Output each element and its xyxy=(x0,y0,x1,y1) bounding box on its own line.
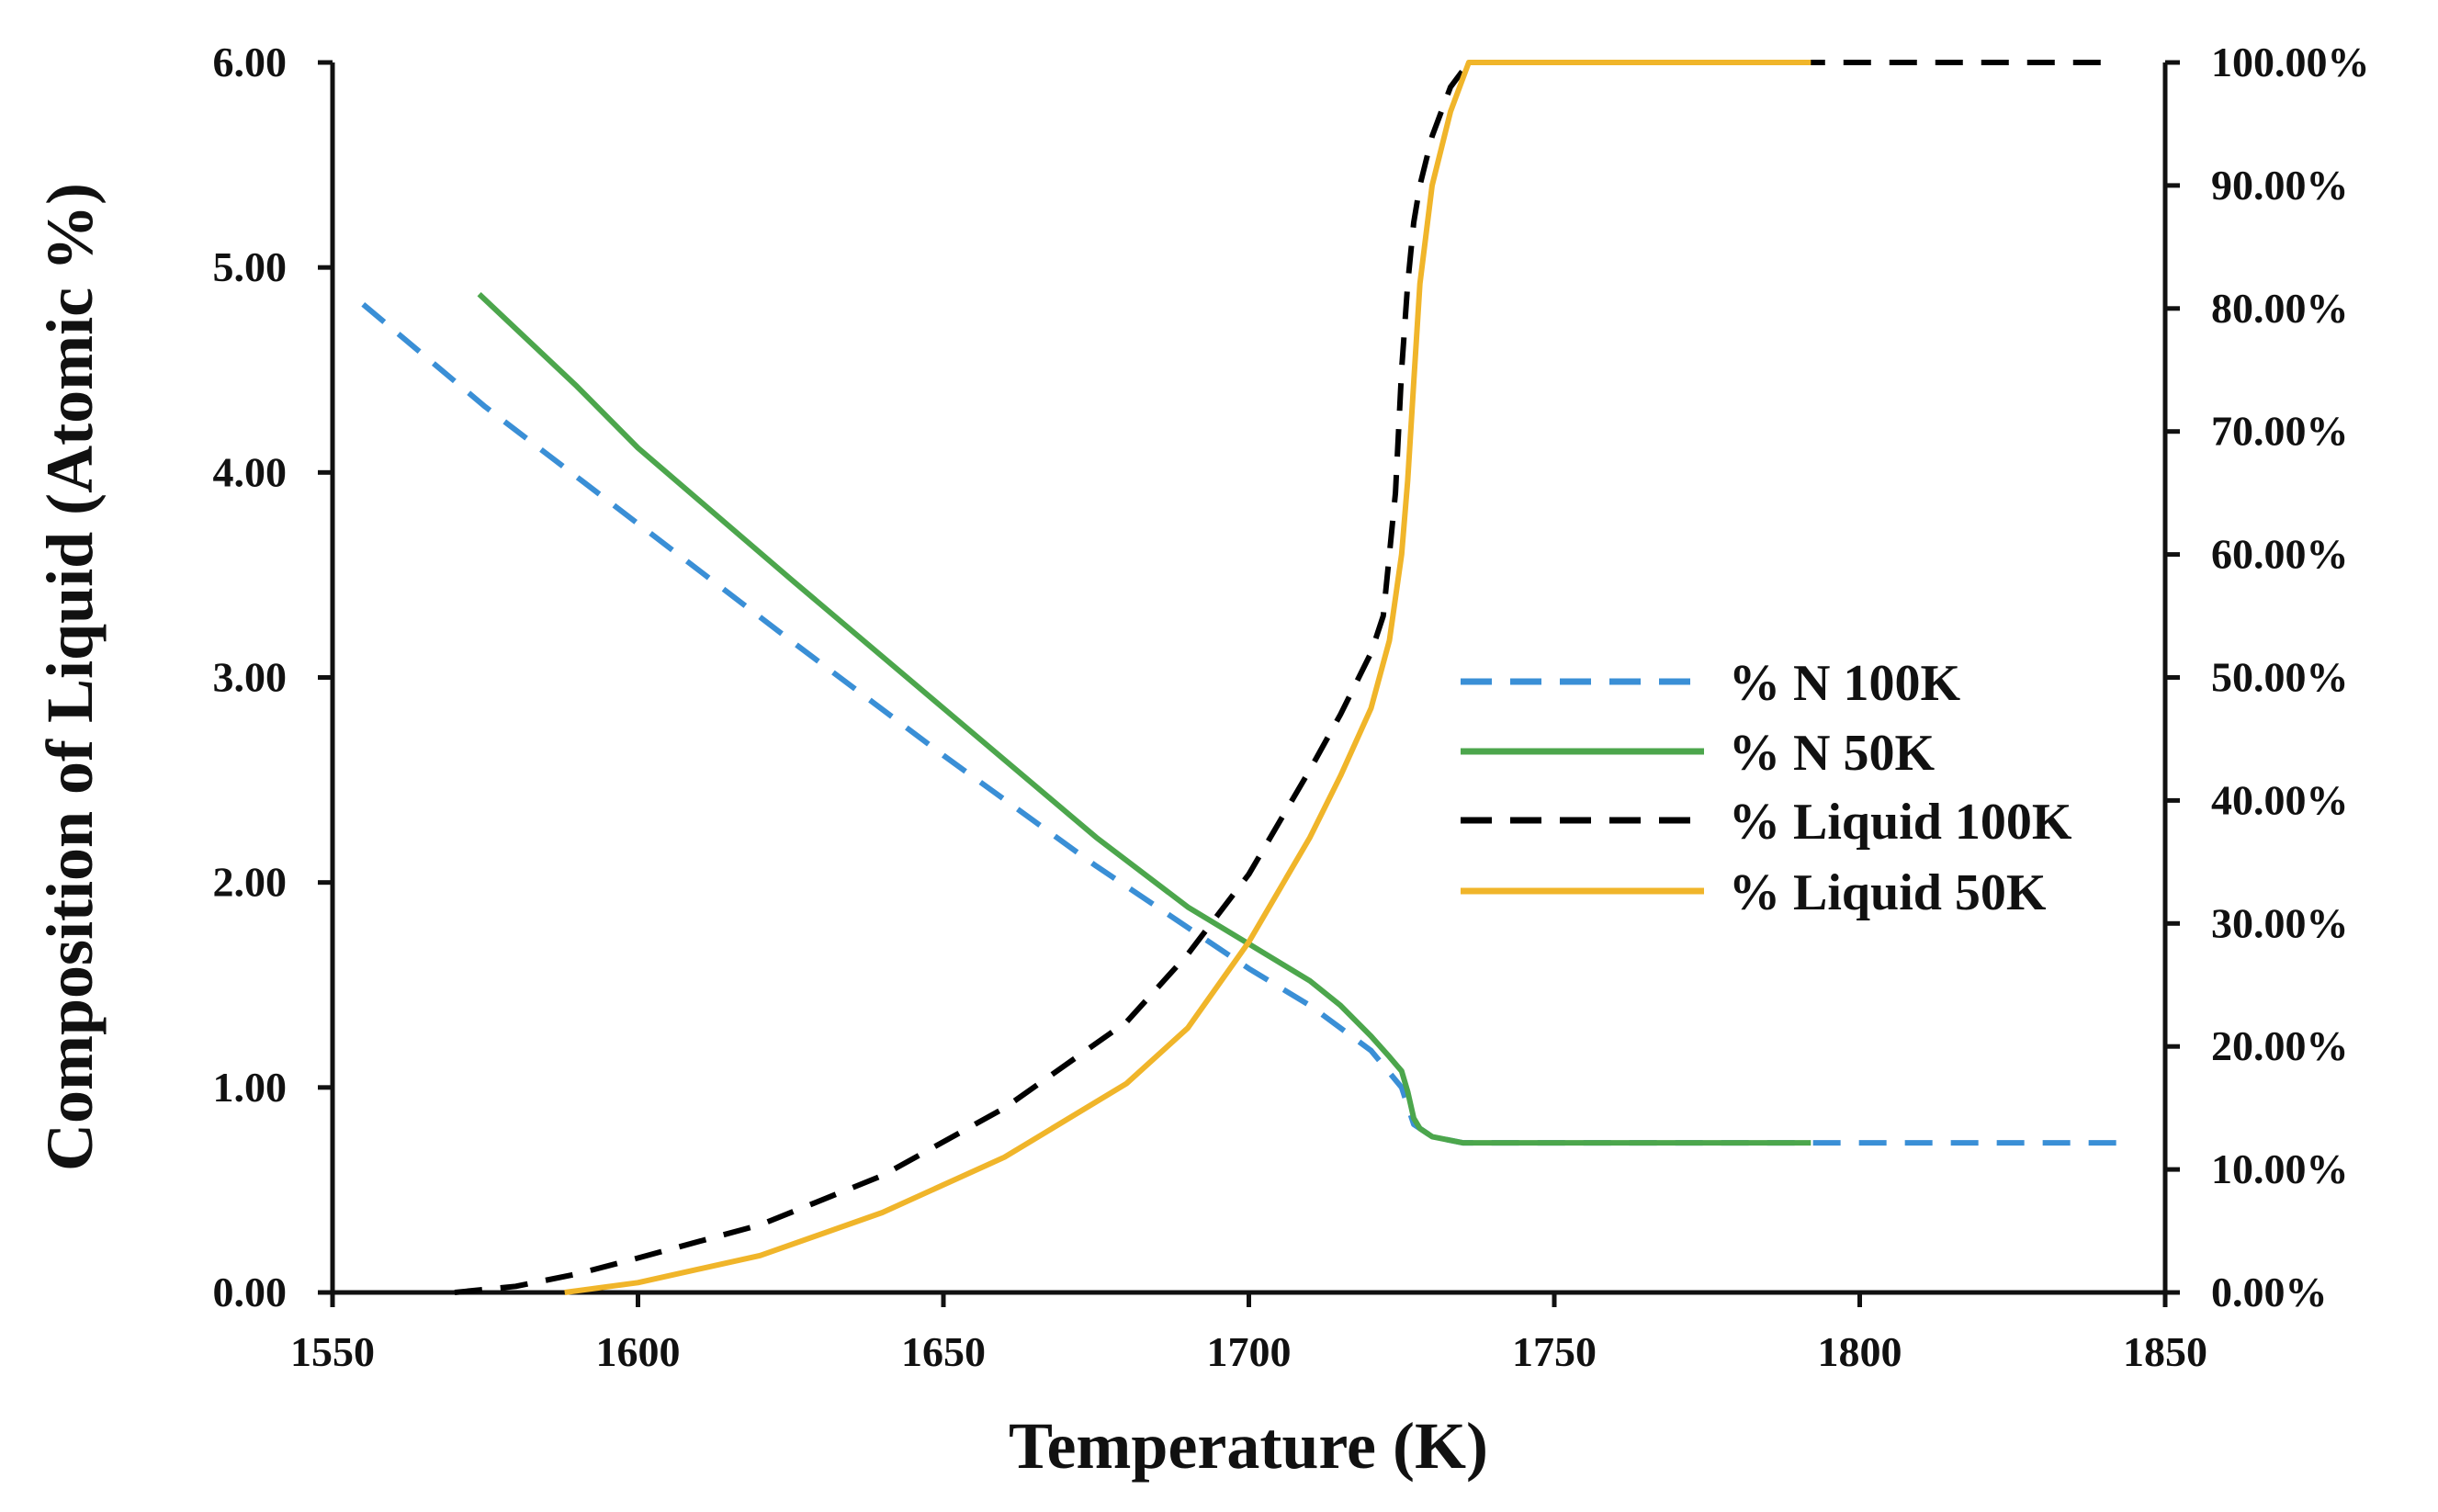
y-tick-label: 6.00 xyxy=(213,39,288,85)
x-axis-title: Temperature (K) xyxy=(1009,1409,1488,1483)
y2-tick-label: 100.00% xyxy=(2211,39,2370,85)
y-tick-label: 1.00 xyxy=(213,1064,288,1111)
legend-label-liquid-50k: % Liquid 50K xyxy=(1729,864,2047,921)
series-line-liquid-50k xyxy=(564,60,1812,1295)
y2-tick-label: 60.00% xyxy=(2211,531,2349,578)
x-tick-label: 1750 xyxy=(1512,1328,1597,1375)
y2-tick-label: 80.00% xyxy=(2211,285,2349,332)
y2-tick-label: 30.00% xyxy=(2211,899,2349,946)
series-layer xyxy=(361,60,2116,1295)
y2-tick-label: 10.00% xyxy=(2211,1145,2349,1192)
legend-label-n-50k: % N 50K xyxy=(1729,725,1935,782)
x-tick-label: 1600 xyxy=(596,1328,681,1375)
y-tick-label: 5.00 xyxy=(213,243,288,290)
y-tick-label: 0.00 xyxy=(213,1269,288,1315)
series-line-n-50k xyxy=(477,292,1812,1146)
y-axis-title: Composition of Liquid (Atomic %) xyxy=(33,183,107,1171)
legend-label-liquid-100k: % Liquid 100K xyxy=(1729,794,2072,851)
x-tick-label: 1650 xyxy=(901,1328,986,1375)
y2-tick-label: 20.00% xyxy=(2211,1022,2349,1069)
x-tick-label: 1850 xyxy=(2123,1328,2207,1375)
series-line-liquid-100k xyxy=(454,60,2116,1295)
ticks-layer: 1550 1600 1650 1700 1750 1800 1850 0.00 1.00 2.00… xyxy=(213,39,2370,1375)
legend-label-n-100k: % N 100K xyxy=(1729,655,1960,712)
legend: % N 100K % N 50K % Liquid 100K % Liquid … xyxy=(1461,655,2072,921)
x-tick-label: 1700 xyxy=(1207,1328,1292,1375)
y-tick-label: 3.00 xyxy=(213,654,288,701)
y2-tick-label: 90.00% xyxy=(2211,162,2349,209)
x-tick-label: 1550 xyxy=(290,1328,375,1375)
y2-tick-label: 70.00% xyxy=(2211,408,2349,455)
y-tick-label: 2.00 xyxy=(213,859,288,906)
y2-tick-label: 0.00% xyxy=(2211,1269,2328,1315)
y2-tick-label: 50.00% xyxy=(2211,654,2349,701)
x-tick-label: 1800 xyxy=(1818,1328,1902,1375)
y-tick-label: 4.00 xyxy=(213,448,288,495)
y2-tick-label: 40.00% xyxy=(2211,776,2349,823)
